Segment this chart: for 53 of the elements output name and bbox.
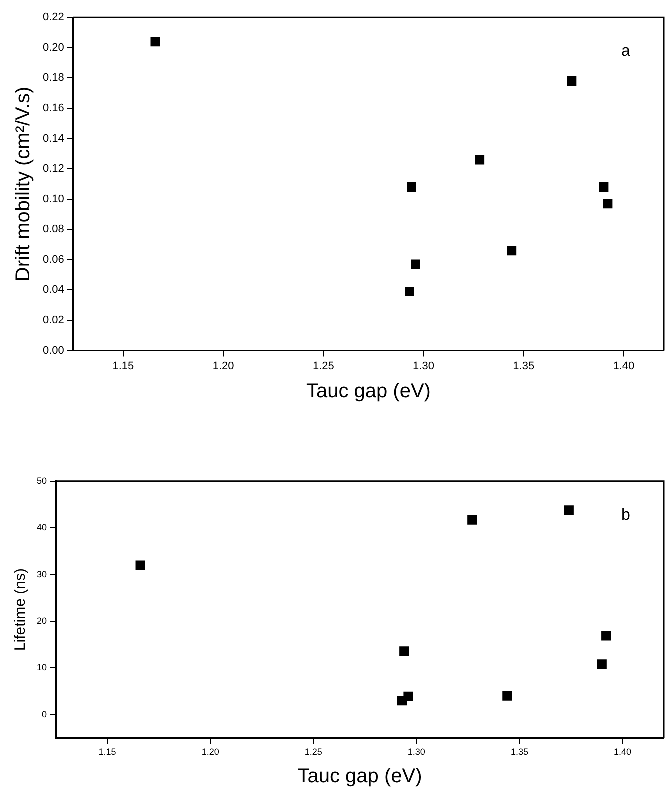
- x-tick-label: 1.20: [202, 747, 220, 758]
- x-tick-label: 1.25: [304, 747, 322, 758]
- y-tick-label: 0.08: [42, 224, 64, 236]
- y-tick-label: 50: [36, 476, 48, 486]
- x-tick-label: 1.25: [312, 360, 334, 372]
- point: [468, 515, 478, 525]
- point: [405, 286, 414, 296]
- point: [404, 692, 414, 702]
- y-axis-title: Drift mobility (cm²/V.s): [12, 86, 35, 282]
- y-tick-label: 0.04: [42, 284, 64, 296]
- point: [411, 260, 420, 270]
- y-tick-label: 0.22: [42, 12, 64, 24]
- point: [597, 660, 607, 670]
- x-tick-label: 1.40: [614, 747, 632, 758]
- y-tick-label: 30: [36, 569, 48, 580]
- y-tick-label: 0: [42, 709, 48, 720]
- x-axis-title: Tauc gap (eV): [298, 766, 422, 788]
- point: [564, 506, 574, 516]
- point: [475, 155, 485, 165]
- y-tick-label: 0.02: [42, 314, 64, 327]
- x-tick-label: 1.30: [413, 360, 434, 372]
- y-tick-label: 0.06: [42, 254, 64, 266]
- y-tick-label: 40: [36, 522, 48, 533]
- point: [567, 76, 577, 86]
- y-tick-label: 0.00: [42, 344, 64, 357]
- x-tick-label: 1.35: [510, 747, 528, 758]
- x-tick-label: 1.20: [212, 360, 234, 372]
- annotation: b: [622, 506, 631, 524]
- point: [150, 37, 160, 47]
- x-tick-label: 1.35: [513, 360, 535, 372]
- y-tick-label: 0.20: [42, 42, 64, 54]
- y-tick-label: 10: [36, 662, 48, 673]
- point: [599, 182, 609, 192]
- x-tick-label: 1.30: [408, 747, 426, 758]
- point: [507, 246, 517, 256]
- y-tick-label: 0.14: [42, 132, 64, 145]
- x-tick-label: 1.15: [98, 747, 116, 758]
- point: [602, 631, 612, 641]
- annotation: a: [622, 43, 631, 60]
- point: [400, 646, 410, 656]
- point: [407, 182, 416, 192]
- y-tick-label: 0.18: [42, 72, 64, 84]
- y-tick-label: 0.12: [42, 163, 64, 176]
- x-tick-label: 1.15: [112, 360, 134, 372]
- point: [603, 199, 613, 209]
- x-tick-label: 1.40: [613, 360, 635, 372]
- y-tick-label: 0.16: [42, 102, 64, 115]
- point: [136, 560, 146, 570]
- y-axis-title: Lifetime (ns): [12, 568, 30, 652]
- y-tick-label: 0.10: [42, 193, 64, 206]
- x-axis-title: Tauc gap (eV): [306, 380, 431, 403]
- point: [502, 691, 512, 701]
- y-tick-label: 20: [36, 616, 48, 626]
